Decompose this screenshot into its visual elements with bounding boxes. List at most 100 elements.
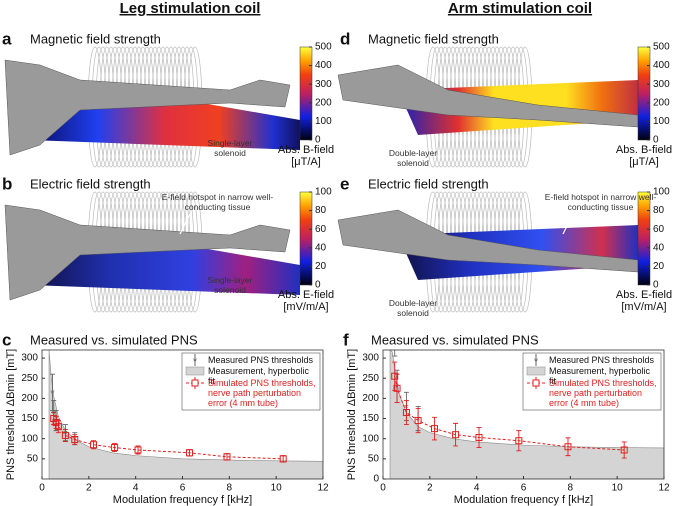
y-tick-label: 150 — [21, 413, 38, 424]
error-bar — [621, 441, 627, 459]
y-tick-label: 300 — [362, 353, 379, 364]
x-tick-label: 2 — [86, 483, 92, 494]
legend-box — [522, 352, 662, 411]
x-tick-label: 2 — [427, 483, 433, 494]
legend-swatch — [185, 366, 205, 376]
marker — [391, 372, 399, 380]
error-bar — [394, 373, 400, 403]
legend-swatch: * — [534, 356, 539, 368]
error-bar — [453, 422, 459, 447]
legend-label: Measured PNS thresholds — [208, 355, 314, 365]
annotation-arrow — [179, 213, 191, 235]
colorbar-tick-label: 40 — [653, 242, 665, 253]
y-tick-label: 150 — [362, 413, 379, 424]
panel-title: Magnetic field strength — [368, 31, 499, 46]
marker: * — [393, 344, 398, 356]
marker — [279, 455, 287, 463]
simulation-render — [4, 191, 300, 313]
fit-area — [389, 350, 664, 479]
error-bar — [415, 408, 421, 434]
x-tick-label: 8 — [227, 483, 233, 494]
colorbar-unit: [mV/m/A] — [283, 301, 328, 313]
simulation-render — [4, 46, 300, 168]
marker — [134, 446, 142, 454]
legend-label: Simulated PNS thresholds, nerve path per… — [208, 378, 316, 408]
marker — [71, 435, 79, 443]
chart-title: Measured vs. simulated PNS — [30, 332, 198, 347]
colorbar — [637, 191, 651, 286]
marker — [402, 408, 410, 416]
marker — [54, 423, 62, 431]
colorbar — [299, 191, 313, 286]
colorbar-tick-label: 100 — [315, 116, 332, 127]
colorbar-tick-label: 500 — [653, 42, 670, 53]
legend-swatch — [532, 379, 540, 387]
x-tick-label: 6 — [180, 483, 186, 494]
legend-swatch — [191, 379, 199, 387]
marker — [452, 431, 460, 439]
annotation-arrow — [562, 213, 574, 235]
colorbar-tick-label: 20 — [315, 261, 327, 272]
colorbar-label: Abs. E-field — [616, 289, 672, 301]
annotation: E-field hotspot in narrow well-conductin… — [544, 192, 657, 212]
legend-label: Simulated PNS thresholds, nerve path per… — [549, 378, 657, 408]
annotation: Double-layer solenoid — [388, 148, 438, 168]
colorbar-tick-label: 100 — [315, 187, 332, 198]
colorbar-tick-label: 400 — [315, 60, 332, 71]
simulation-render — [337, 191, 639, 313]
colorbar-tick-label: 200 — [653, 97, 670, 108]
colorbar-tick-label: 300 — [653, 79, 670, 90]
legend-swatch: * — [193, 356, 198, 368]
series-line — [394, 376, 625, 451]
x-tick-label: 0 — [380, 483, 386, 494]
marker — [52, 419, 60, 427]
colorbar-unit: [μT/A] — [629, 156, 659, 168]
colorbar-unit: [mV/m/A] — [621, 301, 666, 313]
x-tick-label: 6 — [521, 483, 527, 494]
error-bar — [516, 430, 522, 452]
colorbar-label: Abs. E-field — [278, 289, 334, 301]
colorbar-tick-label: 100 — [653, 187, 670, 198]
y-tick-label: 200 — [362, 393, 379, 404]
legend-label: Measured PNS thresholds — [549, 355, 655, 365]
x-tick-label: 0 — [39, 483, 45, 494]
colorbar-tick-label: 40 — [315, 242, 327, 253]
colorbar — [299, 46, 313, 141]
error-bar — [53, 416, 59, 430]
x-tick-label: 10 — [271, 483, 283, 494]
colorbar-tick-label: 0 — [315, 280, 321, 291]
marker — [620, 446, 628, 454]
error-bar — [476, 426, 482, 449]
colorbar-unit: [μT/A] — [291, 156, 321, 168]
heading: Arm stimulation coil — [448, 0, 592, 17]
marker — [564, 443, 572, 451]
error-bar — [565, 437, 571, 457]
panel-title: Electric field strength — [368, 176, 489, 191]
y-tick-label: 200 — [21, 393, 38, 404]
colorbar-label: Abs. B-field — [616, 144, 672, 156]
x-tick-label: 12 — [658, 483, 670, 494]
y-tick-label: 50 — [27, 453, 39, 464]
x-tick-label: 8 — [568, 483, 574, 494]
y-tick-label: 50 — [368, 453, 380, 464]
x-axis-label: Modulation frequency f [kHz] — [113, 494, 252, 506]
plot-area: ***** — [48, 350, 323, 479]
colorbar-tick-label: 20 — [653, 261, 665, 272]
y-tick-label: 100 — [21, 433, 38, 444]
marker — [475, 433, 483, 441]
annotation: Single-layer solenoid — [207, 138, 253, 158]
legend-label: Measurement, hyperbolic fit — [549, 366, 651, 386]
marker: * — [50, 388, 55, 400]
error-bar — [403, 399, 409, 426]
bone — [4, 59, 291, 156]
colorbar-tick-label: 500 — [315, 42, 332, 53]
x-tick-label: 12 — [317, 483, 329, 494]
colorbar-tick-label: 60 — [653, 224, 665, 235]
colorbar-tick-label: 0 — [653, 280, 659, 291]
annotation: Single-layer solenoid — [207, 275, 253, 295]
marker — [61, 431, 69, 439]
x-axis-label: Modulation frequency f [kHz] — [454, 494, 593, 506]
plot-area: **** — [389, 344, 664, 479]
marker — [50, 415, 58, 423]
